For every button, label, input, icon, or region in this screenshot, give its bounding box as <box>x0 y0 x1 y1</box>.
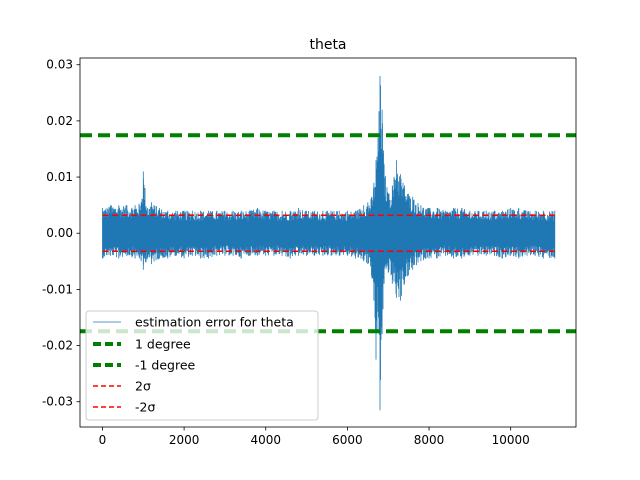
legend-label: 1 degree <box>135 337 191 352</box>
x-tick-label: 6000 <box>332 433 363 447</box>
x-tick-label: 10000 <box>492 433 530 447</box>
x-tick-label: 8000 <box>414 433 445 447</box>
legend-label: 2σ <box>135 379 151 394</box>
y-tick-label: -0.02 <box>42 339 73 353</box>
legend: estimation error for theta 1 degree -1 deg… <box>85 310 319 421</box>
x-tick-label: 0 <box>99 433 107 447</box>
y-tick-label: -0.03 <box>42 395 73 409</box>
legend-label: -1 degree <box>135 358 196 373</box>
legend-label: -2σ <box>135 400 155 415</box>
y-tick-label: 0.00 <box>46 226 73 240</box>
plot-frame <box>79 57 577 428</box>
x-tick-label: 4000 <box>250 433 281 447</box>
series-noise-layer <box>102 76 556 411</box>
legend-label: estimation error for theta <box>135 315 294 330</box>
y-tick-label: 0.01 <box>46 170 73 184</box>
x-tick-label: 2000 <box>169 433 200 447</box>
series-line-estimation-error <box>102 76 556 411</box>
y-tick-label: 0.02 <box>46 114 73 128</box>
y-axis: 0.03 0.02 0.01 0.00 -0.01 -0.02 -0.03 <box>42 58 80 409</box>
y-tick-label: 0.03 <box>46 58 73 72</box>
legend-box <box>85 310 319 421</box>
x-axis: 0 2000 4000 6000 8000 10000 <box>99 427 530 447</box>
y-tick-label: -0.01 <box>42 282 73 296</box>
chart-title: theta <box>309 37 346 53</box>
